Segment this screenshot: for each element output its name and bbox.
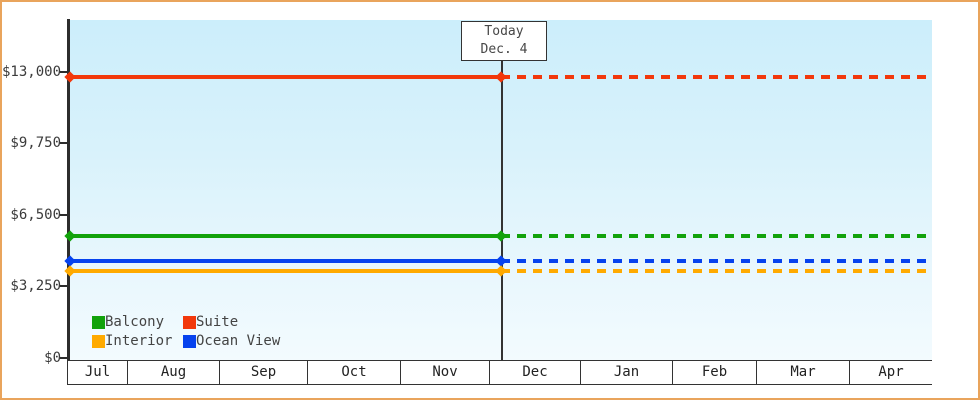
y-axis-label: $3,250 — [10, 278, 61, 294]
suite-line-dashed — [501, 75, 932, 79]
balcony-line-dashed — [501, 234, 932, 238]
today-annotation-date: Dec. 4 — [480, 42, 528, 57]
y-tick — [60, 285, 68, 287]
legend-item-balcony: Balcony — [92, 315, 164, 330]
y-tick — [60, 214, 68, 216]
y-axis-label: $9,750 — [10, 135, 61, 151]
month-cell-jul: Jul — [67, 361, 128, 384]
month-cell-nov: Nov — [401, 361, 490, 384]
y-axis-label: $0 — [44, 350, 61, 366]
ocean-view-line-solid — [68, 259, 501, 263]
month-cell-jan: Jan — [581, 361, 673, 384]
interior-legend-label: Interior — [105, 333, 173, 349]
x-axis-month-band: Jul Aug Sep Oct Nov Dec Jan Feb Mar Apr — [67, 360, 932, 385]
today-marker-line — [501, 59, 503, 360]
month-cell-sep: Sep — [220, 361, 308, 384]
legend-item-suite: Suite — [183, 315, 238, 330]
interior-line-dashed — [501, 269, 932, 273]
today-annotation-title: Today — [484, 24, 524, 39]
interior-legend-swatch — [92, 335, 105, 348]
month-cell-oct: Oct — [308, 361, 401, 384]
y-tick — [60, 357, 68, 359]
balcony-legend-label: Balcony — [105, 314, 165, 330]
suite-line-solid — [68, 75, 501, 79]
month-cell-feb: Feb — [673, 361, 757, 384]
y-axis-label: $13,000 — [2, 64, 62, 80]
balcony-line-solid — [68, 234, 501, 238]
legend-item-interior: Interior — [92, 334, 172, 349]
y-tick — [60, 142, 68, 144]
legend-item-ocean-view: Ocean View — [183, 334, 280, 349]
ocean-view-line-dashed — [501, 259, 932, 263]
ocean-view-legend-label: Ocean View — [196, 333, 281, 349]
suite-legend-swatch — [183, 316, 196, 329]
month-cell-dec: Dec — [490, 361, 581, 384]
ocean-view-legend-swatch — [183, 335, 196, 348]
month-cell-aug: Aug — [128, 361, 220, 384]
today-annotation-box: Today Dec. 4 — [461, 21, 547, 61]
y-axis-line — [67, 19, 70, 360]
balcony-legend-swatch — [92, 316, 105, 329]
y-tick — [60, 71, 68, 73]
month-cell-mar: Mar — [757, 361, 850, 384]
y-axis-label: $6,500 — [10, 207, 61, 223]
month-cell-apr: Apr — [878, 364, 904, 380]
interior-line-solid — [68, 269, 501, 273]
suite-legend-label: Suite — [196, 314, 239, 330]
